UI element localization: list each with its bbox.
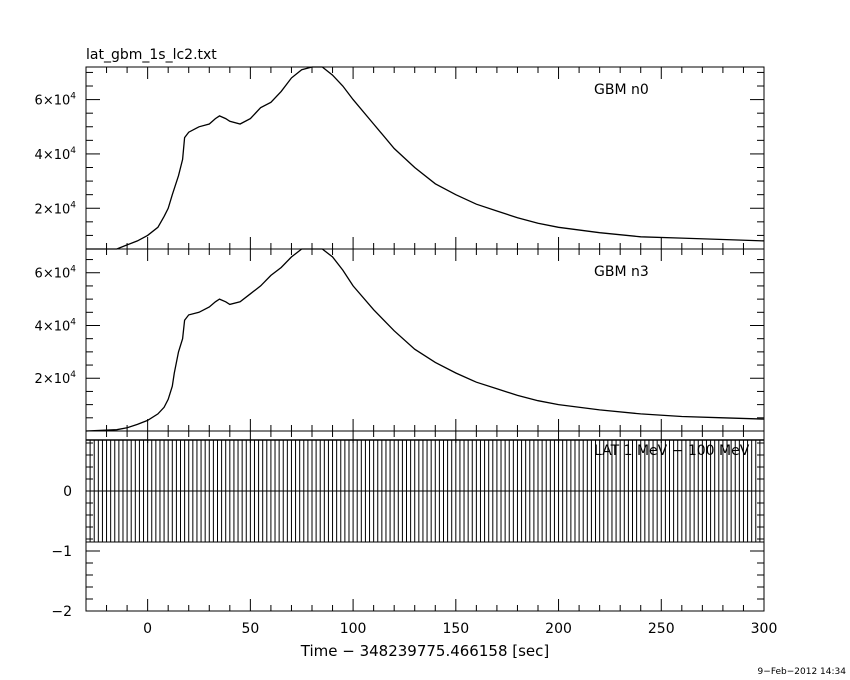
x-tick-label: 150 (442, 621, 469, 637)
gbm-n0-legend: GBM n0 (594, 82, 649, 98)
x-tick-label: 200 (545, 621, 572, 637)
panel-gbm-n3-ytick-labels: 2×104 4×104 6×104 (35, 265, 77, 388)
panel-gbm-n0-ytick-labels: 2×104 4×104 6×104 (35, 92, 77, 218)
panel-gbm-n0-ticks (86, 67, 765, 250)
panel-lat-ticks (86, 430, 765, 612)
x-tick-labels: 0 50 100 150 200 250 300 (143, 621, 777, 637)
y-tick-label: 4×104 (35, 146, 77, 163)
panel-gbm-n3: 2×104 4×104 6×104 GBM n3 (35, 248, 765, 432)
x-tick-label: 300 (751, 621, 778, 637)
plot-timestamp: 9−Feb−2012 14:34 (758, 667, 847, 677)
figure-title: lat_gbm_1s_lc2.txt (86, 47, 217, 63)
panel-gbm-n0: 2×104 4×104 6×104 GBM n0 (35, 66, 765, 250)
y-tick-label: 4×104 (35, 317, 77, 334)
y-tick-label: 0 (63, 484, 72, 500)
y-tick-label: −2 (51, 604, 72, 620)
gbm-n0-series-line (86, 66, 765, 250)
y-tick-label: −1 (51, 544, 72, 560)
gbm-n3-legend: GBM n3 (594, 264, 649, 280)
y-tick-label: 6×104 (35, 265, 77, 282)
gbm-n3-series-line (85, 248, 765, 432)
x-tick-label: 0 (143, 621, 152, 637)
panel-gbm-n3-ticks (86, 249, 765, 432)
lat-legend: LAT 1 MeV − 100 MeV (594, 443, 750, 459)
x-tick-label: 50 (241, 621, 259, 637)
lat-error-bars (85, 439, 765, 543)
x-axis-label: Time − 348239775.466158 [sec] (300, 642, 550, 660)
x-tick-label: 250 (648, 621, 675, 637)
panel-gbm-n0-frame (85, 66, 765, 250)
panel-lat-ytick-labels: −2 −1 0 (51, 484, 72, 620)
y-tick-label: 6×104 (35, 92, 77, 109)
panel-lat: −2 −1 0 0 50 100 150 200 250 300 LAT 1 MeV − 100… (51, 430, 777, 637)
x-tick-label: 100 (340, 621, 367, 637)
y-tick-label: 2×104 (35, 370, 77, 387)
panel-gbm-n3-frame (85, 248, 765, 432)
y-tick-label: 2×104 (35, 200, 77, 217)
